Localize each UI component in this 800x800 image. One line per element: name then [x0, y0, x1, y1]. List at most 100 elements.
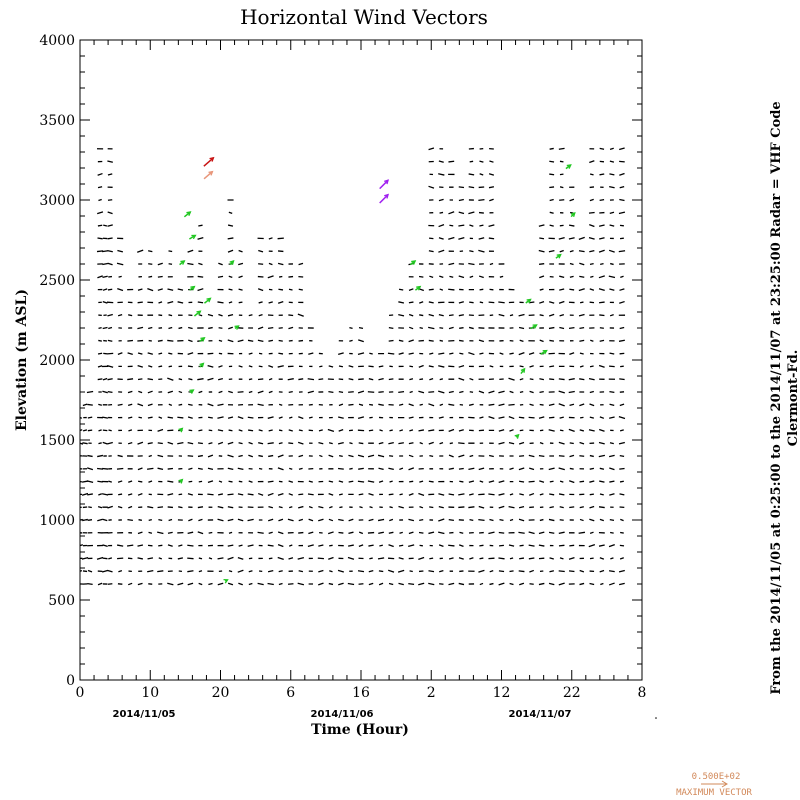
- wind-vector-small: [257, 390, 264, 394]
- y-tick-label: 500: [48, 593, 75, 609]
- wind-vector-small: [147, 416, 153, 419]
- wind-vector-small: [117, 288, 124, 292]
- wind-vector-small: [127, 519, 133, 521]
- wind-vector-small: [619, 429, 624, 432]
- wind-vector-small: [167, 582, 174, 586]
- wind-vector-small: [578, 313, 585, 317]
- wind-vector-small: [429, 506, 434, 509]
- wind-vector-small: [468, 480, 475, 483]
- wind-vector-small: [268, 505, 274, 509]
- wind-vector-small: [459, 480, 464, 483]
- y-tick-label: 1500: [39, 433, 75, 449]
- wind-vector-small: [318, 569, 324, 573]
- wind-vector-small: [428, 480, 434, 483]
- wind-vector-small: [97, 365, 103, 368]
- wind-vector-small: [609, 442, 614, 445]
- wind-vector-head-purple: [384, 193, 390, 199]
- wind-vector-small: [268, 429, 273, 432]
- wind-vector-small: [158, 301, 163, 304]
- wind-vector-small: [489, 262, 494, 266]
- wind-vector-small: [539, 390, 544, 394]
- wind-vector-small: [439, 288, 444, 291]
- wind-vector-small: [267, 492, 274, 496]
- wind-vector-small: [117, 249, 124, 253]
- wind-vector-small: [549, 160, 555, 163]
- wind-vector-small: [358, 531, 364, 535]
- wind-vector-small: [167, 288, 174, 291]
- wind-vector-small: [158, 519, 163, 521]
- wind-vector-small: [358, 326, 364, 330]
- wind-vector-small: [389, 480, 393, 483]
- wind-vector-small: [248, 378, 253, 381]
- wind-vector-small: [549, 211, 554, 214]
- wind-vector-small: [227, 237, 234, 240]
- wind-vector-small: [558, 300, 565, 304]
- y-tick-label: 1000: [39, 513, 75, 529]
- y-tick-label: 3500: [39, 113, 75, 129]
- wind-vector-small: [157, 428, 164, 432]
- wind-vector-small: [167, 531, 173, 534]
- y-tick-label: 3000: [39, 193, 75, 209]
- wind-vector-small: [489, 198, 494, 202]
- wind-vector-small: [439, 570, 444, 573]
- wind-vector-small: [448, 403, 455, 406]
- wind-vector-small: [478, 199, 485, 201]
- wind-vector-small: [188, 480, 193, 483]
- wind-vector-small: [448, 236, 455, 240]
- wind-vector-small: [619, 480, 624, 483]
- wind-vector-small: [101, 569, 109, 573]
- wind-vector-small: [619, 582, 625, 586]
- wind-vector-small: [519, 455, 525, 457]
- wind-vector-small: [438, 506, 444, 509]
- wind-vector-small: [218, 262, 223, 266]
- wind-vector-small: [198, 582, 203, 586]
- wind-vector-small: [559, 557, 564, 560]
- wind-vector-small: [107, 211, 113, 215]
- wind-vector-small: [398, 582, 404, 586]
- wind-vector-small: [138, 390, 143, 394]
- wind-vector-small: [257, 492, 264, 496]
- wind-vector-small: [188, 339, 193, 343]
- wind-vector-small: [227, 518, 234, 522]
- wind-vector-small: [409, 326, 414, 330]
- wind-vector-small: [458, 186, 465, 189]
- wind-vector-small: [458, 429, 464, 432]
- wind-vector-small: [147, 352, 153, 355]
- wind-vector-small: [478, 275, 484, 279]
- wind-vector-small: [318, 378, 324, 381]
- wind-vector-small: [428, 185, 435, 189]
- wind-vector-small: [97, 582, 103, 586]
- wind-vector-small: [590, 339, 594, 342]
- wind-vector-small: [238, 275, 243, 279]
- wind-vector-small: [327, 428, 335, 432]
- wind-vector-small: [288, 506, 293, 509]
- wind-vector-small: [578, 531, 586, 534]
- wind-vector-small: [458, 211, 465, 215]
- wind-vector-small: [267, 544, 274, 547]
- wind-vector-small: [448, 557, 454, 560]
- wind-vector-small: [539, 237, 545, 240]
- wind-vector-small: [589, 160, 595, 164]
- wind-vector-small: [469, 518, 474, 522]
- wind-vector-small: [588, 211, 595, 214]
- wind-vector-small: [608, 454, 615, 458]
- wind-vector-small: [248, 352, 253, 355]
- x-tick-label: 12: [493, 685, 511, 701]
- wind-vector-small: [529, 569, 535, 573]
- wind-vector-small: [458, 377, 465, 381]
- wind-vector-small: [146, 467, 154, 470]
- wind-vector-small: [117, 454, 123, 458]
- wind-vector-small: [589, 518, 595, 522]
- wind-vector-small: [137, 365, 143, 368]
- wind-vector-small: [116, 262, 124, 266]
- wind-vector-small: [418, 364, 424, 368]
- wind-vector-small: [268, 557, 273, 560]
- wind-vector-small: [498, 390, 505, 394]
- wind-vector-small: [147, 390, 153, 394]
- wind-vector-small: [198, 390, 203, 394]
- wind-vector-small: [398, 339, 404, 342]
- wind-vector-small: [378, 531, 384, 535]
- wind-vector-small: [117, 480, 123, 483]
- wind-vector-small: [368, 544, 374, 547]
- wind-vector-small: [369, 352, 373, 355]
